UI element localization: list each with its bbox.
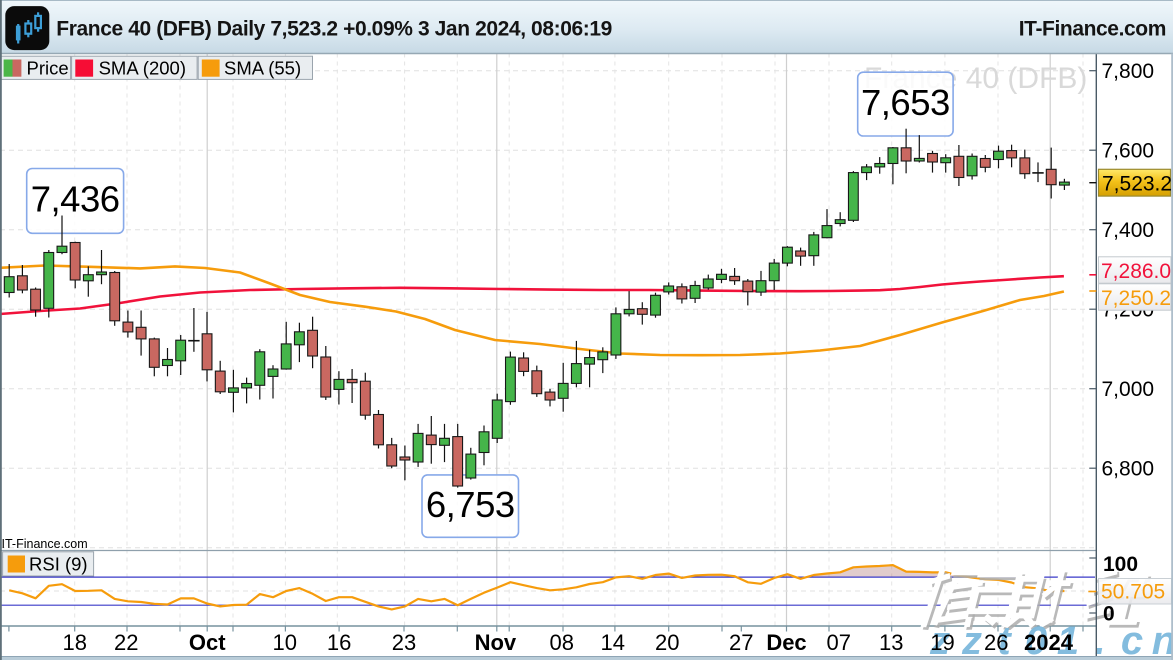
svg-text:27: 27: [729, 630, 753, 655]
svg-text:6,753: 6,753: [426, 484, 515, 525]
svg-text:22: 22: [114, 630, 138, 655]
svg-text:Dec: Dec: [766, 630, 806, 655]
svg-text:c: c: [1123, 621, 1145, 660]
svg-text:10: 10: [273, 630, 297, 655]
svg-text:100: 100: [1103, 553, 1138, 576]
svg-text:France 40 (DFB) Daily 7,523.2: France 40 (DFB) Daily 7,523.2 +0.09% 3 J…: [56, 18, 612, 41]
svg-text:26: 26: [984, 630, 1008, 655]
svg-text:7,800: 7,800: [1102, 60, 1155, 83]
svg-text:7,000: 7,000: [1102, 378, 1155, 401]
svg-text:SMA (55): SMA (55): [224, 57, 301, 78]
svg-text:Nov: Nov: [475, 630, 517, 655]
svg-text:7,250.2: 7,250.2: [1101, 287, 1171, 310]
svg-text:1: 1: [1059, 621, 1081, 660]
svg-text:t: t: [997, 619, 1012, 660]
svg-text:2024: 2024: [1024, 630, 1074, 655]
svg-text:18: 18: [62, 630, 86, 655]
svg-text:z: z: [931, 621, 952, 660]
svg-text:20: 20: [655, 630, 679, 655]
svg-text:08: 08: [550, 630, 574, 655]
svg-text:6,800: 6,800: [1102, 458, 1155, 481]
svg-text:RSI (9): RSI (9): [29, 554, 88, 575]
svg-text:19: 19: [930, 630, 954, 655]
svg-text:IT-Finance.com: IT-Finance.com: [1019, 18, 1166, 41]
svg-text:7,600: 7,600: [1102, 140, 1155, 163]
svg-text:7,436: 7,436: [31, 179, 120, 220]
svg-text:0: 0: [1103, 603, 1115, 626]
svg-text:0: 0: [1025, 619, 1047, 660]
svg-text:14: 14: [600, 630, 624, 655]
svg-text:n: n: [1154, 621, 1173, 660]
svg-text:Price: Price: [27, 57, 69, 78]
svg-text:Oct: Oct: [189, 630, 226, 655]
svg-text:7,523.2: 7,523.2: [1102, 173, 1172, 196]
svg-text:23: 23: [392, 630, 416, 655]
svg-text:07: 07: [827, 630, 851, 655]
svg-text:0: 0: [1027, 621, 1049, 660]
svg-text:.: .: [1094, 619, 1105, 660]
svg-text:1: 1: [1057, 619, 1079, 660]
svg-text:c: c: [1121, 619, 1143, 660]
svg-text:16: 16: [327, 630, 351, 655]
svg-text:50.705: 50.705: [1101, 581, 1165, 604]
svg-text:7,400: 7,400: [1102, 219, 1155, 242]
svg-text:z: z: [963, 621, 984, 660]
svg-text:n: n: [1152, 619, 1173, 660]
svg-text:SMA (200): SMA (200): [99, 57, 186, 78]
svg-text:7,286.0: 7,286.0: [1101, 260, 1171, 283]
svg-text:t: t: [999, 621, 1014, 660]
svg-text:z: z: [961, 619, 982, 660]
svg-text:13: 13: [879, 630, 903, 655]
svg-text:7,653: 7,653: [861, 82, 950, 123]
svg-text:IT-Finance.com: IT-Finance.com: [2, 537, 88, 551]
svg-text:.: .: [1096, 621, 1107, 660]
